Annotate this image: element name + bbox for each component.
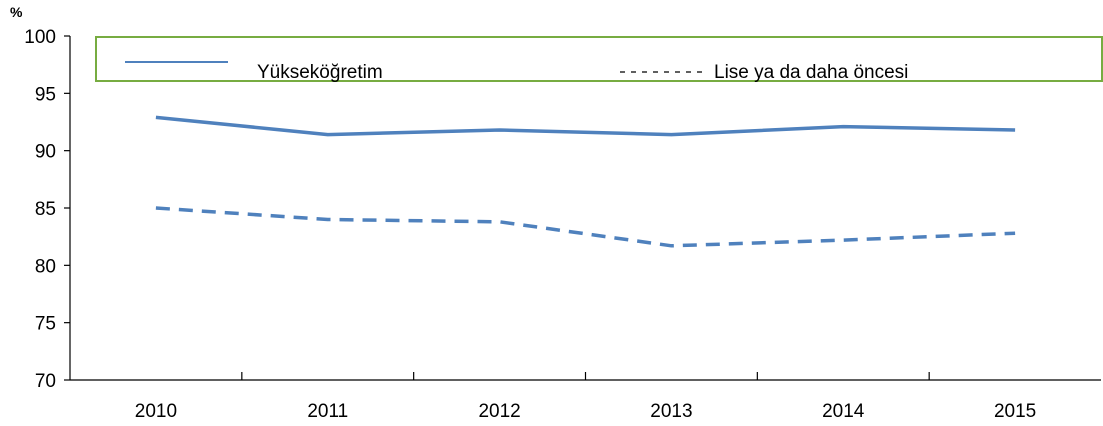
x-tick-label: 2013 [650, 401, 692, 421]
y-tick-label: 80 [35, 256, 56, 277]
series-line-yuksekogretim [156, 117, 1015, 134]
y-tick-label: 75 [35, 314, 56, 335]
x-tick-label: 2014 [822, 401, 865, 421]
legend-label-yuksekogretim: Yükseköğretim [257, 62, 383, 83]
y-axis-unit-label: % [10, 4, 23, 20]
x-tick-label: 2015 [994, 401, 1036, 421]
y-tick-label: 85 [35, 199, 56, 220]
series-layer [156, 117, 1015, 245]
legend-label-lise: Lise ya da daha öncesi [714, 62, 908, 83]
y-tick-label: 95 [35, 84, 56, 105]
y-tick-label: 90 [35, 142, 56, 163]
x-tick-label: 2010 [135, 401, 177, 421]
series-line-lise [156, 208, 1015, 246]
x-tick-label: 2011 [307, 401, 348, 421]
x-tick-label: 2012 [478, 401, 520, 421]
y-tick-label: 100 [24, 27, 56, 48]
ticks: 70 75 80 85 90 95 100 2010 2011 2012 2013 2014 2015 [24, 27, 1036, 421]
y-tick-label: 70 [35, 371, 56, 392]
legend: Yükseköğretim Lise ya da daha öncesi [96, 37, 1102, 83]
legend-box [96, 37, 1102, 81]
